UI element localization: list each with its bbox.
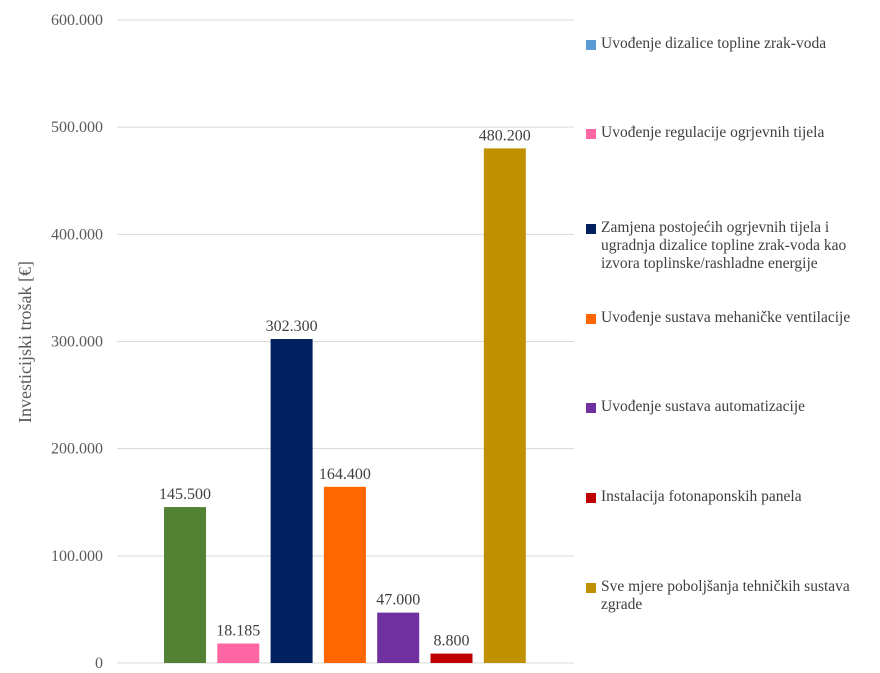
bar xyxy=(217,643,260,663)
legend-label: Sve mjere poboljšanja tehničkih sustava … xyxy=(601,578,850,613)
legend-item: Zamjena postojećih ogrjevnih tijela i ug… xyxy=(586,219,876,273)
y-tick-label: 400.000 xyxy=(51,226,103,243)
legend-item: Uvođenje regulacije ogrjevnih tijela xyxy=(586,124,876,142)
y-tick-label: 200.000 xyxy=(51,441,103,458)
legend-label: Uvođenje regulacije ogrjevnih tijela xyxy=(601,124,825,141)
bar xyxy=(430,653,473,663)
bars xyxy=(164,148,526,663)
bar xyxy=(270,339,313,663)
y-axis-title: Investicijski trošak [€] xyxy=(15,261,35,423)
y-axis-ticks: 0 100.000 200.000 300.000 400.000 500.000 600.… xyxy=(51,12,103,672)
y-tick-label: 0 xyxy=(95,655,103,668)
data-label: 18.185 xyxy=(216,623,260,640)
legend-item: Sve mjere poboljšanja tehničkih sustava … xyxy=(586,578,876,614)
legend-label: Instalacija fotonaponskih panela xyxy=(601,488,802,505)
y-tick-label: 600.000 xyxy=(51,12,103,29)
legend-swatch xyxy=(586,40,596,50)
y-tick-label: 300.000 xyxy=(51,334,103,351)
legend-label: Uvođenje dizalice topline zrak-voda xyxy=(601,35,827,52)
legend-swatch xyxy=(586,129,596,139)
y-tick-label: 500.000 xyxy=(51,119,103,136)
data-label: 8.800 xyxy=(434,633,470,650)
legend-swatch xyxy=(586,493,596,503)
data-label: 480.200 xyxy=(479,127,531,144)
data-label: 164.400 xyxy=(319,466,371,483)
legend-label: Zamjena postojećih ogrjevnih tijela i ug… xyxy=(601,219,847,272)
legend-label: Uvođenje sustava mehaničke ventilacije xyxy=(601,309,851,326)
data-label: 47.000 xyxy=(376,592,420,609)
legend: Uvođenje dizalice topline zrak-voda Uvođe… xyxy=(586,0,880,668)
y-tick-label: 100.000 xyxy=(51,548,103,565)
legend-swatch xyxy=(586,224,596,234)
data-label: 145.500 xyxy=(159,486,211,503)
bar xyxy=(164,507,206,663)
bar xyxy=(377,612,420,663)
legend-item: Uvođenje sustava mehaničke ventilacije xyxy=(586,309,876,327)
legend-item: Uvođenje dizalice topline zrak-voda xyxy=(586,35,876,53)
bar xyxy=(483,148,526,663)
legend-swatch xyxy=(586,583,596,593)
data-labels: 145.500 18.185 302.300 164.400 47.000 8.800 48… xyxy=(159,127,531,649)
legend-label: Uvođenje sustava automatizacije xyxy=(601,398,806,415)
legend-swatch xyxy=(586,314,596,324)
legend-swatch xyxy=(586,403,596,413)
data-label: 302.300 xyxy=(266,318,318,335)
legend-item: Instalacija fotonaponskih panela xyxy=(586,488,876,506)
bar xyxy=(323,486,366,663)
legend-item: Uvođenje sustava automatizacije xyxy=(586,398,876,416)
